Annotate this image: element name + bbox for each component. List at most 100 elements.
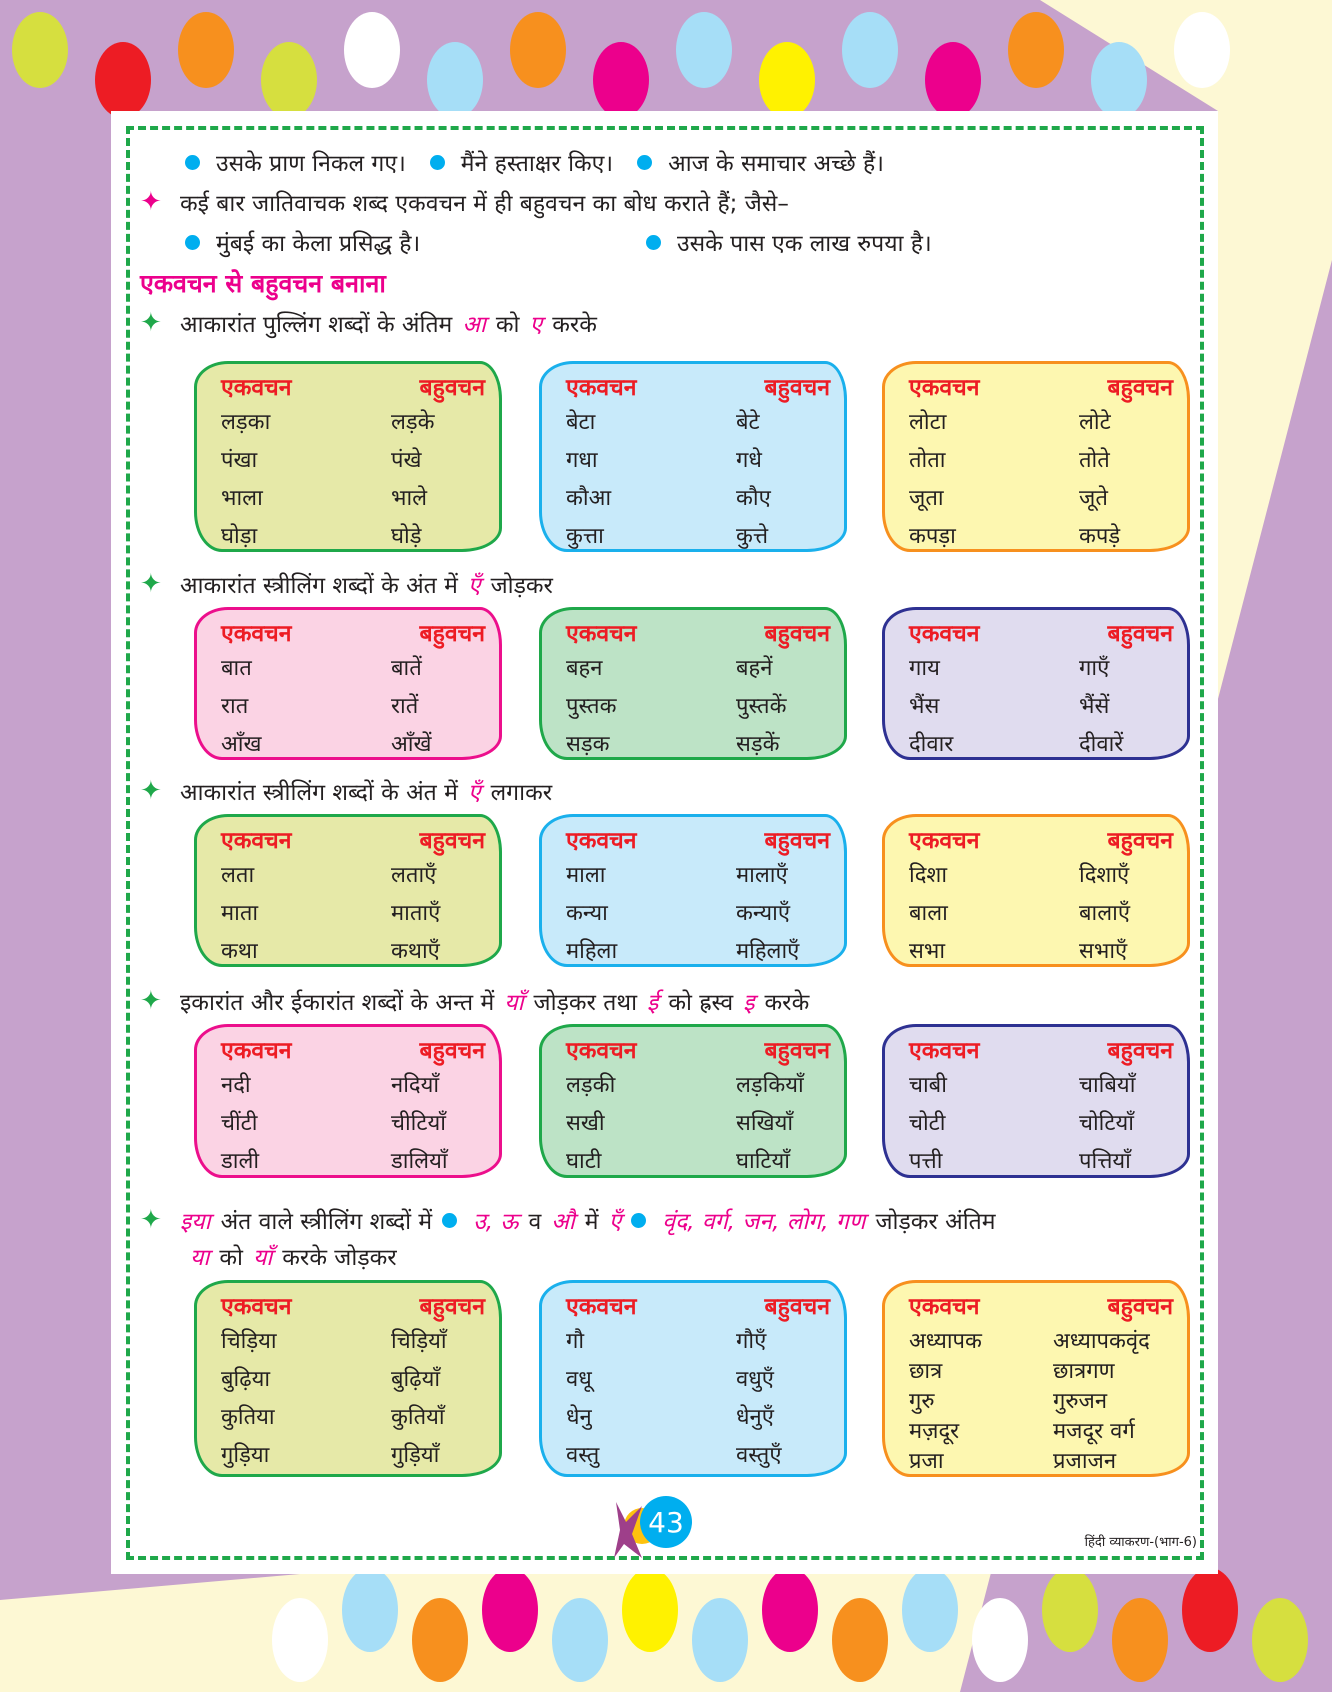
plural-word: महिलाएँ — [736, 939, 800, 964]
table-row: भैंस भैंसें — [909, 690, 1173, 728]
singular-word: डाली — [221, 1149, 260, 1174]
singular-word: आँख — [221, 732, 262, 757]
singular-word: भैंस — [909, 694, 940, 719]
singular-header: एकवचन — [221, 1294, 292, 1320]
singular-word: दीवार — [909, 732, 954, 757]
example-text: आज के समाचार अच्छे हैं। — [668, 151, 884, 177]
singular-header: एकवचन — [909, 828, 980, 854]
decor-dot — [832, 1598, 888, 1682]
plural-header: बहुवचन — [1107, 621, 1173, 647]
singular-word: बाला — [909, 901, 948, 926]
plural-header: बहुवचन — [1107, 375, 1173, 401]
singular-word: प्रजा — [909, 1449, 944, 1474]
rule-text: एँ — [608, 1209, 622, 1235]
table-header: एकवचन बहुवचन — [221, 370, 485, 406]
plural-word: गौएँ — [736, 1329, 767, 1354]
singular-word: पंखा — [221, 448, 258, 473]
table-row: माला मालाएँ — [566, 859, 830, 897]
star-icon: ✦ — [140, 986, 162, 1016]
page-number: 43 — [640, 1496, 692, 1548]
table-row: गुरु गुरुजन — [909, 1385, 1173, 1415]
singular-header: एकवचन — [221, 828, 292, 854]
star-icon: ✦ — [140, 776, 162, 806]
plural-word: चीटियाँ — [391, 1111, 446, 1136]
rule-text: जोड़कर — [490, 573, 553, 599]
singular-header: एकवचन — [909, 1294, 980, 1320]
plural-word: तोते — [1079, 448, 1110, 473]
rule-text: एँ — [467, 780, 481, 806]
rule-text: को — [219, 1245, 243, 1271]
plural-word: बेटे — [736, 410, 760, 435]
singular-word: कौआ — [566, 486, 612, 511]
word-table-pink: एकवचन बहुवचन बात बातें रात रातें आँख आँखें — [194, 607, 502, 760]
decor-dot — [412, 1598, 468, 1682]
singular-word: चाबी — [909, 1073, 947, 1098]
plural-header: बहुवचन — [1107, 1038, 1173, 1064]
rule-text: करके — [764, 990, 810, 1016]
word-table-mint: एकवचन बहुवचन बहन बहनें पुस्तक पुस्तकें सड़क सड़… — [539, 607, 847, 760]
table-row: घाटी घाटियाँ — [566, 1145, 830, 1183]
decor-dot — [342, 1568, 398, 1652]
plural-word: गधे — [736, 448, 762, 473]
star-icon: ✦ — [140, 569, 162, 599]
table-header: एकवचन बहुवचन — [909, 370, 1173, 406]
singular-word: कथा — [221, 939, 258, 964]
plural-word: मालाएँ — [736, 863, 788, 888]
plural-word: घोड़े — [391, 524, 422, 549]
rule-text: वृंद, वर्ग, जन, लोग, गण — [662, 1209, 866, 1235]
table-row: बाला बालाएँ — [909, 897, 1173, 935]
decor-dot — [842, 12, 898, 88]
singular-header: एकवचन — [566, 621, 637, 647]
word-table-pink: एकवचन बहुवचन नदी नदियाँ चींटी चीटियाँ डाली डालि… — [194, 1024, 502, 1178]
plural-word: बालाएँ — [1079, 901, 1131, 926]
plural-word: गुड़ियाँ — [391, 1443, 440, 1468]
singular-word: मज़दूर — [909, 1419, 960, 1444]
table-row: अध्यापक अध्यापकवृंद — [909, 1325, 1173, 1355]
singular-word: माला — [566, 863, 606, 888]
plural-word: प्रजाजन — [1053, 1449, 1117, 1474]
table-row: कन्या कन्याएँ — [566, 897, 830, 935]
table-row: रात रातें — [221, 690, 485, 728]
plural-header: बहुवचन — [1107, 1294, 1173, 1320]
rule-text: आकारांत स्त्रीलिंग शब्दों के अंत में — [180, 780, 458, 806]
plural-word: भैंसें — [1079, 694, 1110, 719]
example-text: मुंबई का केला प्रसिद्ध है। — [216, 231, 421, 257]
table-row: दीवार दीवारें — [909, 728, 1173, 766]
table-row: वधू वधुएँ — [566, 1363, 830, 1401]
table-row: बात बातें — [221, 652, 485, 690]
plural-word: बहनें — [736, 656, 773, 681]
singular-header: एकवचन — [221, 621, 292, 647]
table-row: बेटा बेटे — [566, 406, 830, 444]
table-row: लड़की लड़कियाँ — [566, 1069, 830, 1107]
table-row: पुस्तक पुस्तकें — [566, 690, 830, 728]
plural-word: पत्तियाँ — [1079, 1149, 1131, 1174]
singular-word: सड़क — [566, 732, 610, 757]
plural-word: बातें — [391, 656, 422, 681]
table-row: गौ गौएँ — [566, 1325, 830, 1363]
rule-text: आकारांत पुल्लिंग शब्दों के अंतिम — [180, 312, 453, 338]
word-table-mint: एकवचन बहुवचन लड़की लड़कियाँ सखी सखियाँ घाटी घाट… — [539, 1024, 847, 1178]
singular-word: अध्यापक — [909, 1329, 982, 1354]
plural-word: कपड़े — [1079, 524, 1121, 549]
example-text: उसके प्राण निकल गए। — [216, 151, 406, 177]
table-row: नदी नदियाँ — [221, 1069, 485, 1107]
table-header: एकवचन बहुवचन — [909, 1289, 1173, 1325]
word-table-olive: एकवचन बहुवचन लता लताएँ माता माताएँ कथा कथाएँ — [194, 814, 502, 967]
singular-word: सभा — [909, 939, 946, 964]
decor-dot — [1042, 1568, 1098, 1652]
singular-word: गधा — [566, 448, 598, 473]
table-row: कपड़ा कपड़े — [909, 520, 1173, 558]
rule-text: याँ — [504, 990, 524, 1016]
word-table-blue: एकवचन बहुवचन गौ गौएँ वधू वधुएँ धेनु धेनुएँ वस्तु… — [539, 1280, 847, 1477]
rule-text: इया — [180, 1209, 211, 1235]
table-header: एकवचन बहुवचन — [566, 1033, 830, 1069]
singular-word: घाटी — [566, 1149, 602, 1174]
table-row: सखी सखियाँ — [566, 1107, 830, 1145]
singular-word: पुस्तक — [566, 694, 617, 719]
bullet-icon — [429, 154, 445, 170]
plural-header: बहुवचन — [764, 1294, 830, 1320]
rule-line: ✦ आकारांत स्त्रीलिंग शब्दों के अंत में एँ ज… — [140, 568, 553, 600]
rule-line: ✦ इकारांत और ईकारांत शब्दों के अन्त में या… — [140, 985, 809, 1017]
decor-dot — [12, 12, 68, 88]
